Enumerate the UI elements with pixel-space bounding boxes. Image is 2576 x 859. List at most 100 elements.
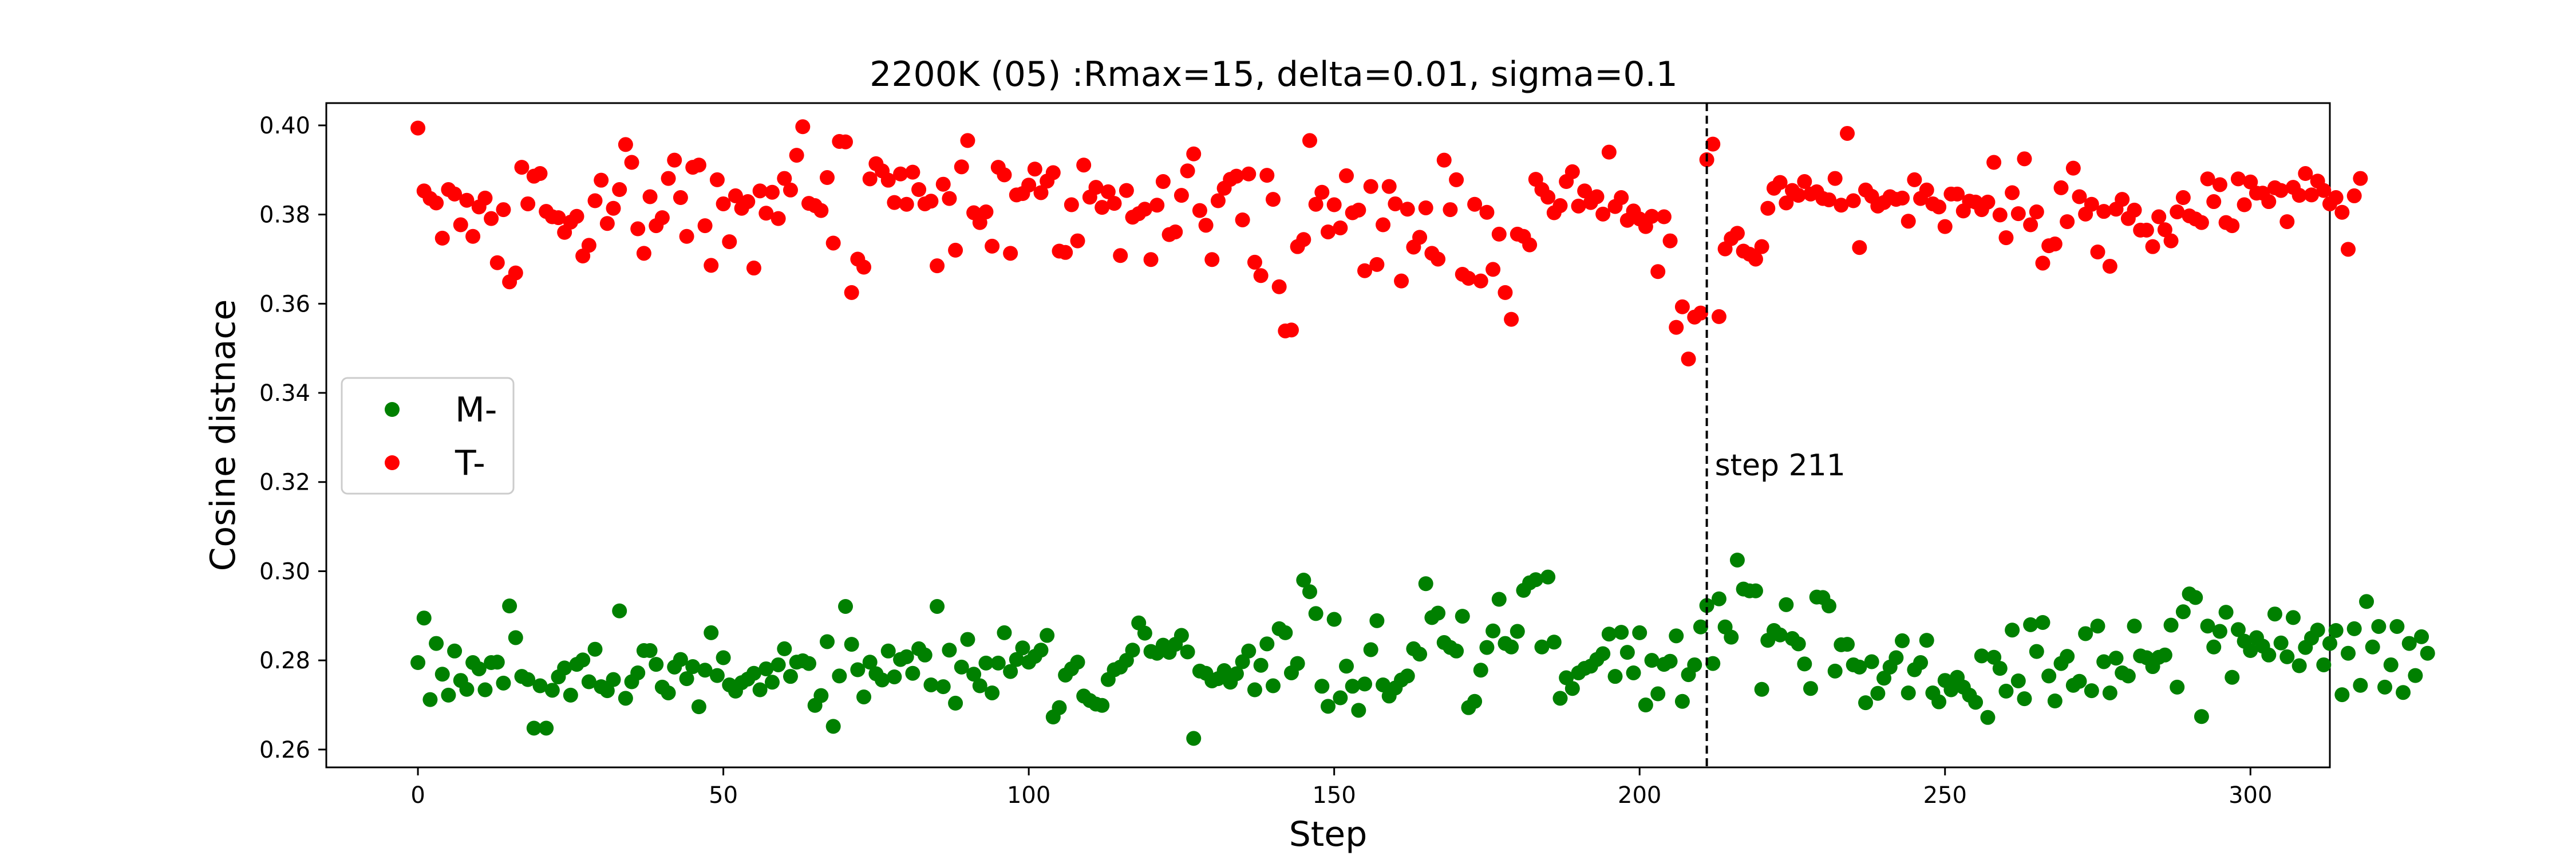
data-point bbox=[2096, 654, 2112, 669]
data-point bbox=[1674, 693, 1690, 709]
data-point bbox=[1504, 639, 1519, 655]
data-point bbox=[520, 672, 536, 687]
data-point bbox=[1326, 612, 1342, 627]
data-point bbox=[1210, 193, 1226, 208]
data-point bbox=[489, 655, 505, 670]
data-point bbox=[2298, 166, 2313, 182]
data-point bbox=[520, 196, 536, 211]
data-point bbox=[1412, 230, 1428, 245]
data-point bbox=[1180, 163, 1195, 179]
data-point bbox=[532, 678, 548, 693]
data-point bbox=[429, 195, 444, 211]
data-point bbox=[856, 689, 872, 704]
data-point bbox=[1296, 573, 1311, 588]
data-point bbox=[1339, 659, 1354, 674]
data-point bbox=[1473, 663, 1488, 678]
data-point bbox=[1436, 152, 1452, 168]
data-point bbox=[825, 235, 841, 251]
data-point bbox=[1803, 681, 1818, 696]
data-point bbox=[1253, 268, 1269, 283]
data-point bbox=[2005, 622, 2020, 638]
data-point bbox=[1705, 136, 1721, 152]
data-point bbox=[1711, 591, 1726, 606]
data-point bbox=[1339, 168, 1354, 183]
data-point bbox=[1693, 305, 1708, 321]
data-point bbox=[2194, 215, 2209, 230]
data-point bbox=[923, 677, 939, 692]
data-point bbox=[1058, 245, 1073, 260]
y-tick-label: 0.26 bbox=[259, 737, 310, 763]
data-point bbox=[2243, 174, 2258, 190]
data-point bbox=[575, 652, 591, 668]
data-point bbox=[752, 183, 768, 199]
data-point bbox=[930, 258, 945, 274]
data-point bbox=[1321, 224, 1336, 239]
data-point bbox=[887, 669, 902, 684]
data-point bbox=[1931, 199, 1947, 215]
data-point bbox=[2127, 618, 2142, 634]
data-point bbox=[1357, 676, 1373, 692]
data-point bbox=[2353, 677, 2368, 693]
data-point bbox=[1907, 172, 1922, 187]
data-point bbox=[1247, 254, 1262, 270]
data-point bbox=[410, 655, 426, 671]
data-point bbox=[1376, 217, 1391, 233]
data-point bbox=[1729, 552, 1745, 568]
x-tick-label: 100 bbox=[1007, 782, 1050, 809]
data-point bbox=[777, 171, 792, 186]
y-axis-label: Cosine distnace bbox=[203, 300, 243, 572]
data-point bbox=[2316, 657, 2332, 672]
data-point bbox=[1113, 248, 1128, 263]
data-point bbox=[2157, 222, 2172, 238]
data-point bbox=[2279, 214, 2295, 230]
data-point bbox=[2053, 180, 2069, 195]
data-point bbox=[709, 668, 725, 683]
data-point bbox=[1363, 642, 1378, 657]
data-point bbox=[642, 643, 658, 659]
chart-title: 2200K (05) :Rmax=15, delta=0.01, sigma=0… bbox=[870, 54, 1678, 94]
data-point bbox=[612, 603, 627, 618]
data-point bbox=[2023, 617, 2038, 632]
data-point bbox=[2420, 645, 2435, 661]
data-point bbox=[966, 667, 982, 682]
data-point bbox=[2218, 605, 2234, 620]
data-point bbox=[1351, 202, 1366, 218]
data-point bbox=[1901, 214, 1916, 229]
data-point bbox=[2170, 204, 2185, 219]
x-tick-label: 200 bbox=[1618, 782, 1661, 809]
data-point bbox=[2304, 187, 2319, 203]
data-point bbox=[649, 657, 664, 672]
data-point bbox=[838, 134, 854, 149]
data-point bbox=[2206, 194, 2222, 210]
data-point bbox=[2273, 183, 2289, 198]
data-point bbox=[1241, 643, 1257, 659]
data-point bbox=[532, 166, 548, 182]
data-point bbox=[2261, 647, 2277, 663]
data-point bbox=[2285, 610, 2301, 625]
data-point bbox=[1278, 625, 1293, 640]
data-point bbox=[850, 662, 866, 677]
data-point bbox=[484, 211, 499, 226]
data-point bbox=[1901, 685, 1916, 700]
data-point bbox=[1180, 644, 1195, 660]
data-point bbox=[758, 206, 774, 221]
data-point bbox=[1045, 165, 1061, 180]
data-point bbox=[2408, 668, 2423, 683]
data-point bbox=[1418, 200, 1433, 215]
data-point bbox=[1827, 663, 1843, 679]
data-point bbox=[1840, 125, 1855, 141]
data-point bbox=[1656, 209, 1672, 224]
data-point bbox=[917, 647, 933, 663]
data-point bbox=[1186, 146, 1202, 161]
data-point bbox=[954, 659, 969, 675]
data-point bbox=[1772, 175, 1788, 190]
data-point bbox=[935, 679, 951, 695]
data-point bbox=[1852, 659, 1867, 675]
data-point bbox=[2365, 639, 2380, 655]
data-point bbox=[2225, 669, 2240, 685]
data-point bbox=[1070, 233, 1085, 249]
data-point bbox=[636, 246, 651, 261]
data-point bbox=[740, 194, 756, 210]
data-point bbox=[2371, 618, 2387, 634]
data-point bbox=[1822, 598, 1836, 614]
